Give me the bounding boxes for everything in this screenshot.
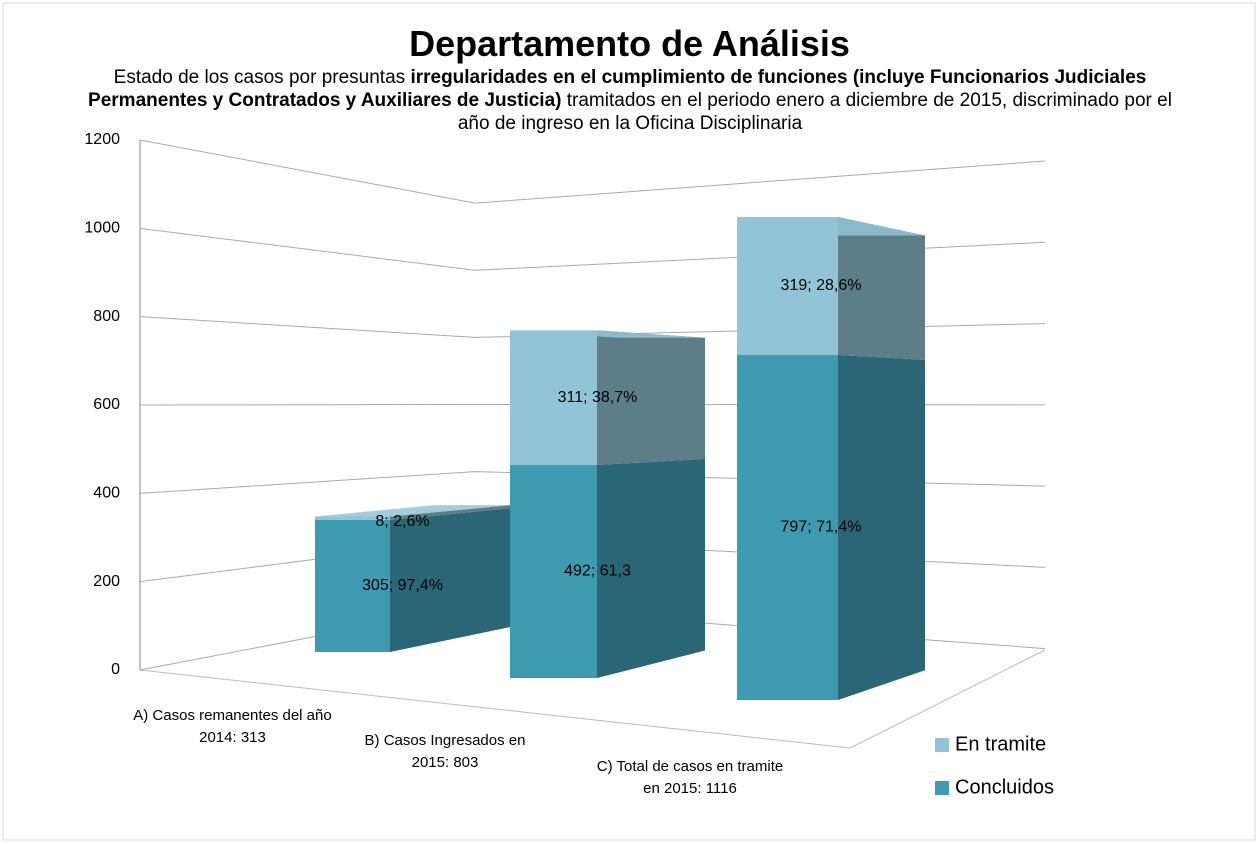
subtitle-part: tramitados en el periodo enero a diciemb… xyxy=(457,90,1172,134)
chart-title: Departamento de Análisis xyxy=(409,23,850,64)
bar-side xyxy=(838,216,925,360)
y-tick-label: 800 xyxy=(93,308,120,325)
bar xyxy=(315,516,390,520)
y-tick-label: 400 xyxy=(93,485,120,502)
x-tick-label: C) Total de casos en tramite en 2015: 11… xyxy=(596,758,784,797)
bar xyxy=(737,216,838,356)
y-tick-label: 1200 xyxy=(84,131,120,148)
bar-top xyxy=(315,505,510,517)
legend-label: En tramite xyxy=(955,733,1046,755)
data-label: 492; 61,3 xyxy=(564,563,631,580)
chart-subtitle: Estado de los casos por presuntas irregu… xyxy=(80,66,1180,135)
bar xyxy=(737,355,838,700)
subtitle-part: Estado de los casos por presuntas xyxy=(113,67,411,88)
subtitle-part: irregularidades en el cumplimiento de fu… xyxy=(88,67,1147,111)
bar-side xyxy=(597,458,705,678)
bar-top xyxy=(510,330,705,338)
legend-swatch xyxy=(935,781,949,795)
bar-side xyxy=(838,355,925,700)
bar xyxy=(510,465,597,678)
floor xyxy=(139,649,1046,749)
data-label: 797; 71,4% xyxy=(781,519,862,536)
grid-line xyxy=(139,139,1046,204)
data-label: 305; 97,4% xyxy=(362,577,443,594)
y-tick-label: 200 xyxy=(93,573,120,590)
y-tick-label: 1000 xyxy=(84,220,120,237)
data-label: 319; 28,6% xyxy=(781,277,862,294)
bar-side xyxy=(597,330,705,466)
y-tick-label: 600 xyxy=(93,396,120,413)
bar-side xyxy=(390,505,510,520)
x-tick-label: A) Casos remanentes del año 2014: 313 xyxy=(133,707,332,746)
data-label: 311; 38,7% xyxy=(558,389,638,406)
bar xyxy=(510,330,597,466)
data-label: 8; 2,6% xyxy=(375,513,429,530)
legend-label: Concluidos xyxy=(955,776,1054,798)
legend-swatch xyxy=(935,738,949,752)
y-tick-label: 0 xyxy=(111,661,120,678)
x-tick-label: B) Casos Ingresados en 2015: 803 xyxy=(364,732,526,771)
bar-side xyxy=(390,508,510,652)
bar-top xyxy=(737,216,925,236)
bar xyxy=(315,519,390,652)
